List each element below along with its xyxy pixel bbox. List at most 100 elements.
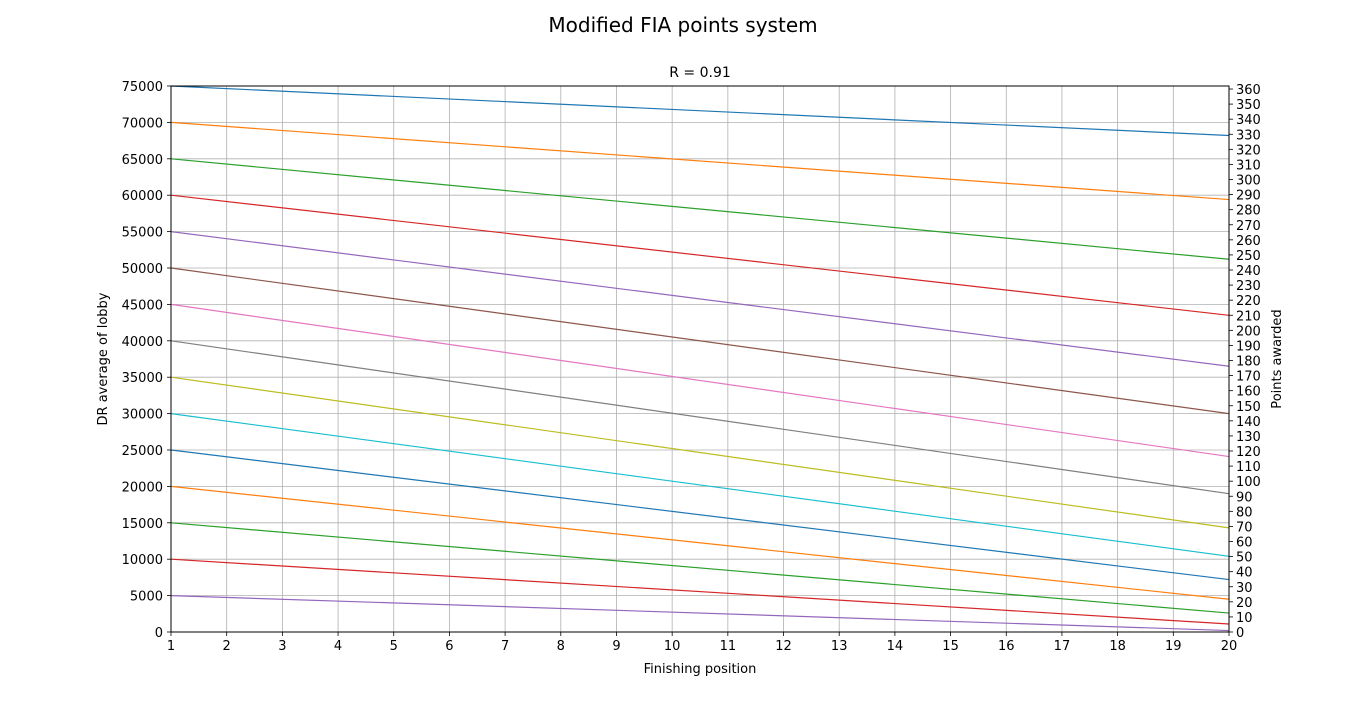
x-tick-label: 1	[167, 639, 175, 654]
y-tick-label: 20000	[122, 480, 163, 495]
x-tick-label: 6	[445, 639, 453, 654]
x-tick-label: 20	[1221, 639, 1238, 654]
y-tick-label: 55000	[122, 226, 163, 241]
x-tick-label: 12	[775, 639, 792, 654]
plot-frame	[170, 85, 1230, 633]
x-tick-label: 18	[1109, 639, 1126, 654]
y-tick-label: 40000	[122, 335, 163, 350]
series-line-13	[170, 522, 1230, 614]
y-right-tick-label: 90	[1236, 490, 1253, 505]
y-right-tick-label: 150	[1236, 400, 1261, 415]
x-tick-label: 4	[334, 639, 342, 654]
series-line-14	[170, 558, 1230, 625]
x-tick-label: 11	[720, 639, 737, 654]
x-axis: 1 2 3 4 5 6 7 8 9 10 11 12 13 14 15 16 17 18 19 20	[167, 632, 1237, 654]
y-right-tick-label: 350	[1236, 98, 1261, 113]
grid-lines	[170, 85, 1230, 633]
y-right-tick-label: 140	[1236, 415, 1261, 430]
y-axis-right-label: Points awarded	[1270, 309, 1285, 408]
series-line-10	[170, 413, 1230, 557]
y-tick-label: 0	[155, 626, 163, 641]
series-line-7	[170, 303, 1230, 458]
y-right-tick-label: 30	[1236, 581, 1253, 596]
y-axis-label: DR average of lobby	[96, 292, 111, 425]
y-right-tick-label: 270	[1236, 219, 1261, 234]
y-right-tick-label: 20	[1236, 596, 1253, 611]
y-right-tick-label: 220	[1236, 294, 1261, 309]
x-tick-label: 3	[278, 639, 286, 654]
series-line-15	[170, 595, 1230, 632]
series-line-2	[170, 121, 1230, 201]
x-tick-label: 14	[887, 639, 904, 654]
x-tick-label: 7	[501, 639, 509, 654]
x-axis-label: Finishing position	[644, 662, 757, 677]
y-tick-label: 25000	[122, 444, 163, 459]
y-tick-label: 75000	[122, 80, 163, 95]
y-right-tick-label: 210	[1236, 309, 1261, 324]
y-right-tick-label: 50	[1236, 551, 1253, 566]
y-tick-label: 5000	[130, 590, 163, 605]
y-right-tick-label: 160	[1236, 385, 1261, 400]
series-line-8	[170, 340, 1230, 495]
y-tick-label: 70000	[122, 116, 163, 131]
y-right-tick-label: 170	[1236, 370, 1261, 385]
x-tick-label: 2	[223, 639, 231, 654]
x-tick-label: 9	[612, 639, 620, 654]
x-tick-label: 17	[1054, 639, 1071, 654]
y-tick-label: 65000	[122, 153, 163, 168]
y-right-tick-label: 280	[1236, 204, 1261, 219]
y-right-tick-label: 250	[1236, 249, 1261, 264]
y-right-tick-label: 360	[1236, 83, 1261, 98]
chart-title: R = 0.91	[669, 65, 731, 81]
y-right-tick-label: 290	[1236, 189, 1261, 204]
y-right-tick-label: 60	[1236, 536, 1253, 551]
y-right-tick-label: 260	[1236, 234, 1261, 249]
y-right-tick-label: 110	[1236, 460, 1261, 475]
y-right-tick-label: 40	[1236, 566, 1253, 581]
y-tick-label: 35000	[122, 371, 163, 386]
y-right-tick-label: 0	[1236, 626, 1244, 641]
x-tick-label: 5	[390, 639, 398, 654]
series-line-6	[170, 267, 1230, 415]
y-tick-label: 15000	[122, 517, 163, 532]
x-tick-label: 19	[1165, 639, 1182, 654]
series-line-1	[170, 85, 1230, 137]
y-right-tick-label: 10	[1236, 611, 1253, 626]
y-tick-label: 60000	[122, 189, 163, 204]
series-line-4	[170, 194, 1230, 316]
y-right-tick-label: 190	[1236, 339, 1261, 354]
y-tick-label: 45000	[122, 298, 163, 313]
y-right-tick-label: 310	[1236, 158, 1261, 173]
y-tick-label: 50000	[122, 262, 163, 277]
x-tick-label: 10	[664, 639, 681, 654]
y-right-tick-label: 70	[1236, 520, 1253, 535]
y-right-tick-label: 340	[1236, 113, 1261, 128]
series-line-3	[170, 158, 1230, 260]
x-tick-label: 8	[557, 639, 565, 654]
y-right-tick-label: 120	[1236, 445, 1261, 460]
chart-suptitle: Modified FIA points system	[548, 13, 817, 37]
series-lines	[170, 85, 1230, 632]
series-line-12	[170, 485, 1230, 600]
series-line-11	[170, 449, 1230, 581]
y-right-tick-label: 330	[1236, 128, 1261, 143]
series-line-5	[170, 231, 1230, 367]
y-tick-label: 30000	[122, 408, 163, 423]
y-axis-left: 0 5000 10000 15000 20000 25000 30000 35000 40000…	[122, 80, 171, 641]
y-right-tick-label: 100	[1236, 475, 1261, 490]
y-tick-label: 10000	[122, 553, 163, 568]
y-right-tick-label: 200	[1236, 324, 1261, 339]
y-right-tick-label: 130	[1236, 430, 1261, 445]
y-right-tick-label: 300	[1236, 174, 1261, 189]
x-tick-label: 15	[942, 639, 959, 654]
y-right-tick-label: 240	[1236, 264, 1261, 279]
y-axis-right: 0102030405060708090100110120130140150160…	[1229, 83, 1261, 641]
y-right-tick-label: 320	[1236, 143, 1261, 158]
y-right-tick-label: 180	[1236, 355, 1261, 370]
x-tick-label: 16	[998, 639, 1015, 654]
y-right-tick-label: 80	[1236, 505, 1253, 520]
x-tick-label: 13	[831, 639, 848, 654]
series-line-9	[170, 376, 1230, 529]
y-right-tick-label: 230	[1236, 279, 1261, 294]
